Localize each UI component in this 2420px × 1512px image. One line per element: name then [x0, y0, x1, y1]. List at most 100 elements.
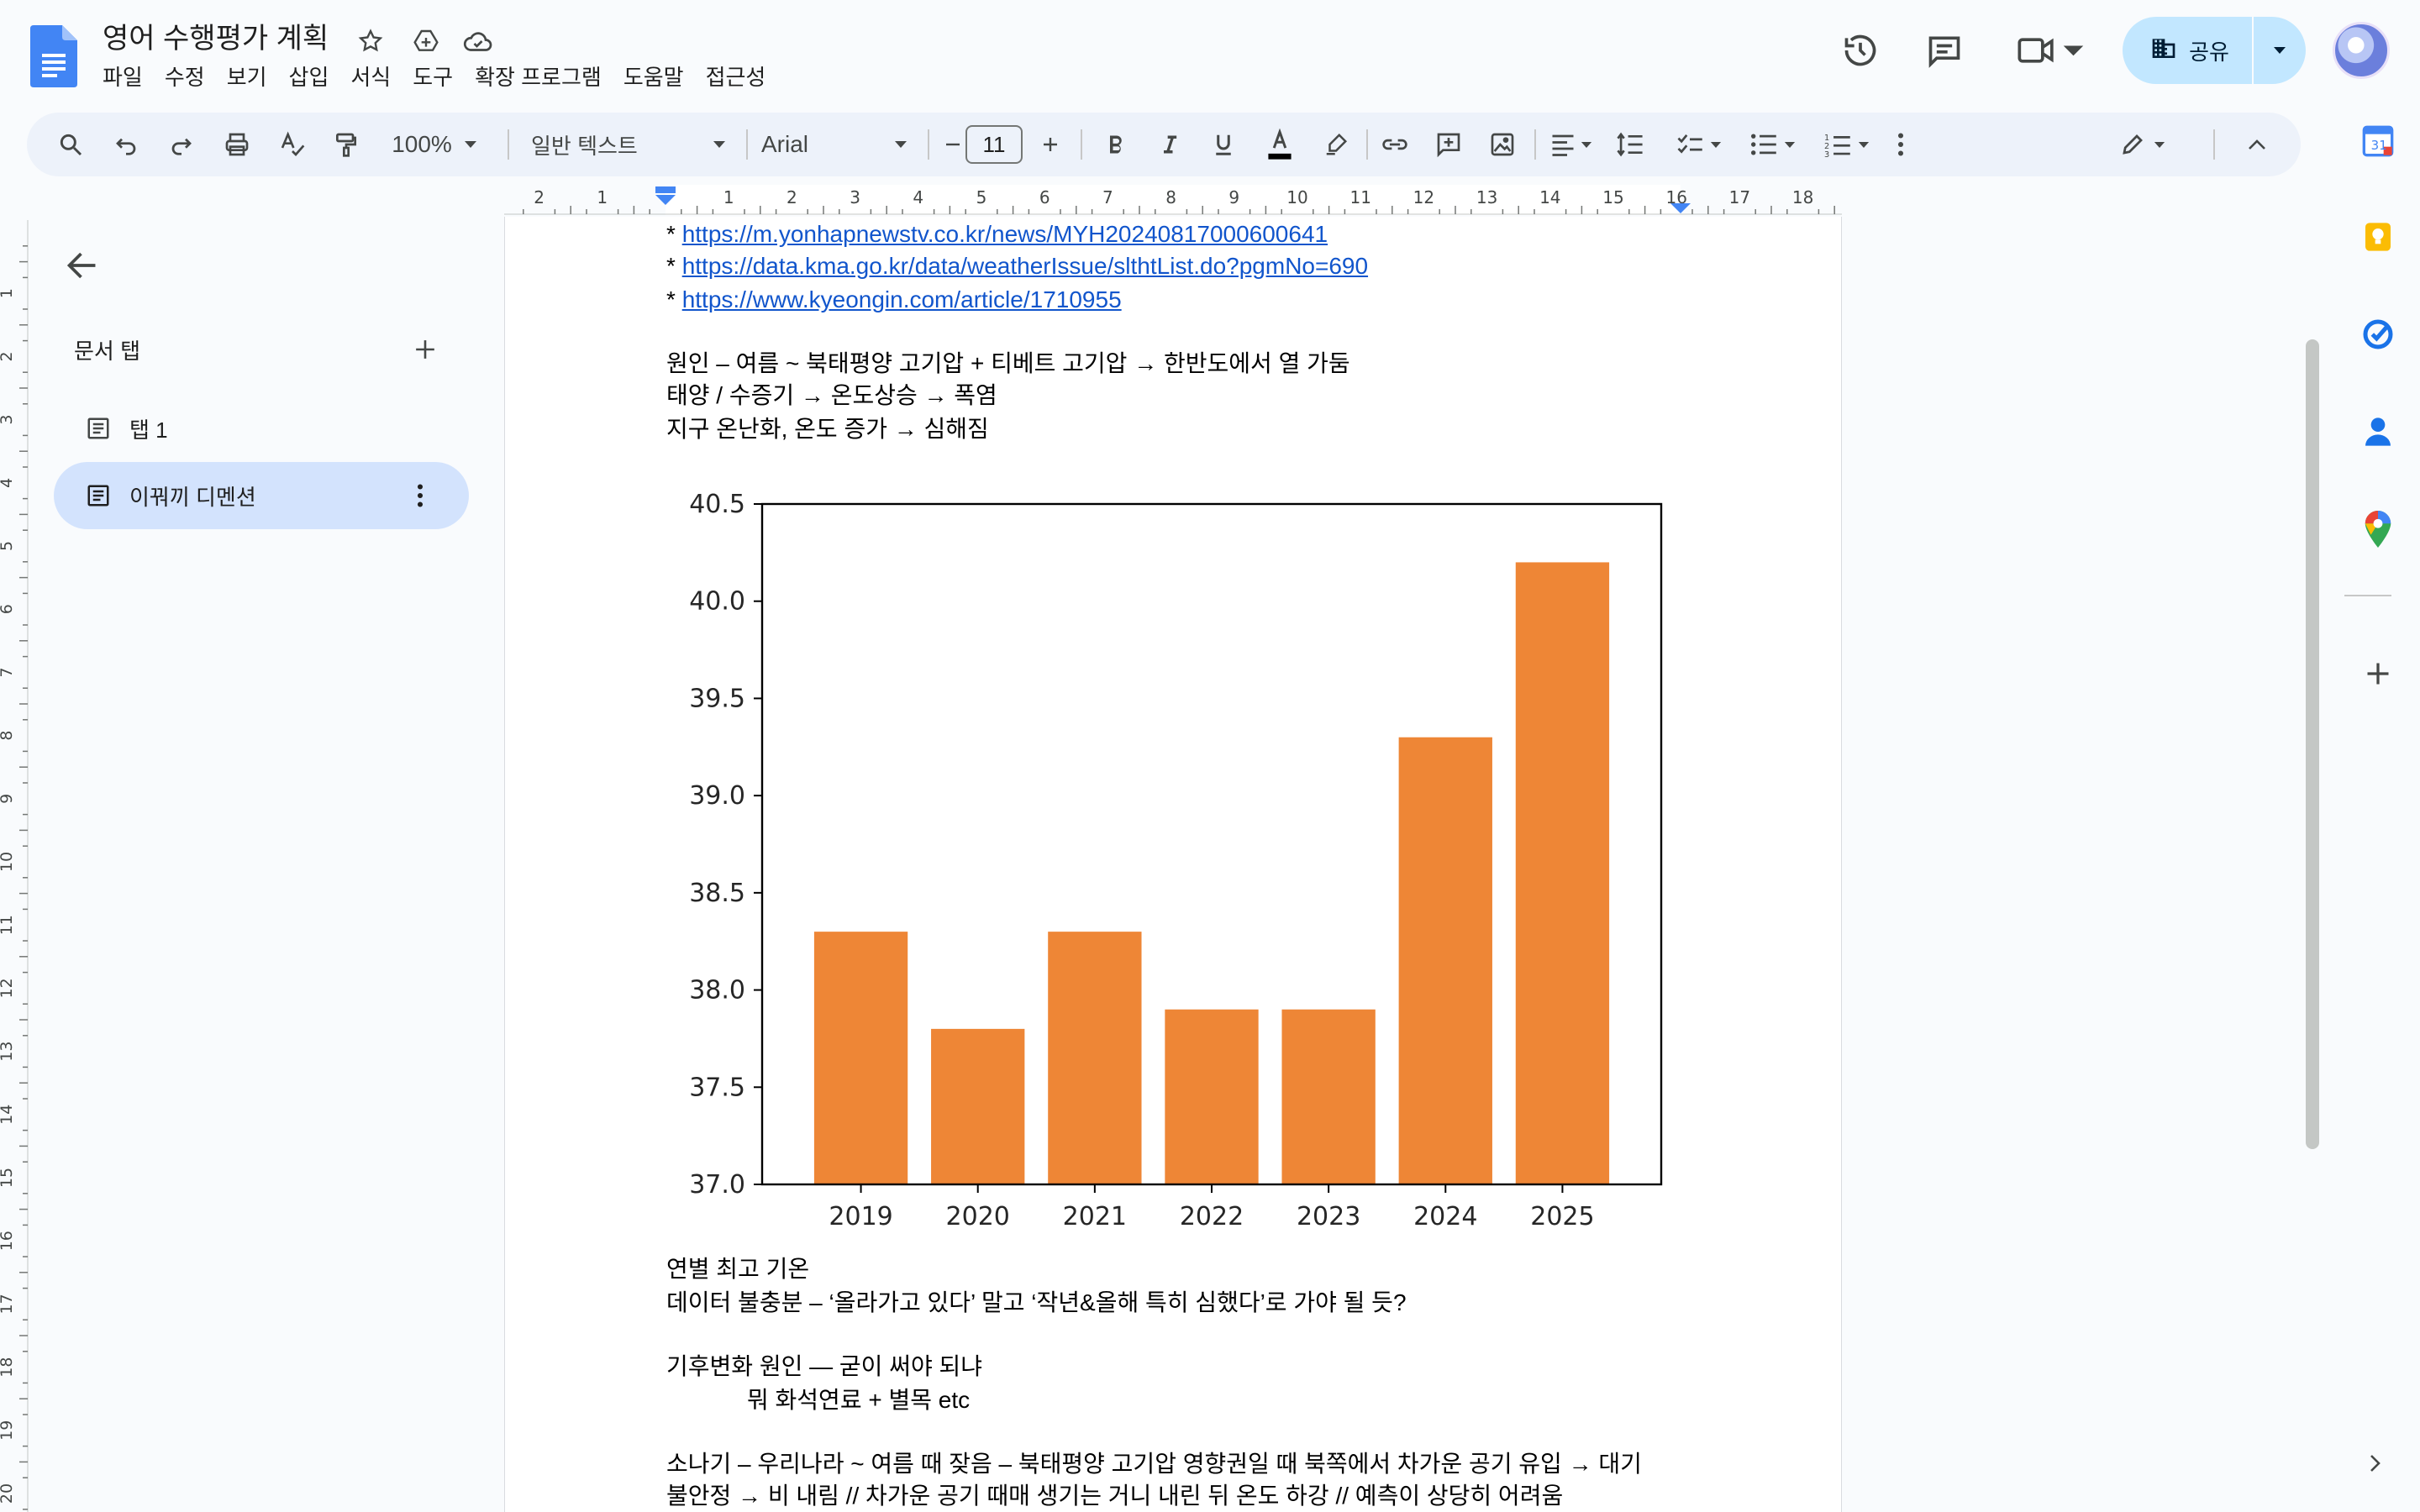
menu-accessibility[interactable]: 접근성 — [705, 65, 766, 90]
horizontal-ruler[interactable]: 2 1 1 2 3 4 5 6 7 8 9 10 11 12 13 14 15 16 17 18 — [504, 185, 1842, 215]
menu-view[interactable]: 보기 — [226, 65, 267, 90]
bar-2022 — [1165, 1009, 1259, 1184]
ruler-label: 4 — [913, 187, 923, 207]
menu-edit[interactable]: 수정 — [164, 65, 205, 90]
toolbar: 100% 일반 텍스트 Arial 11 — [27, 113, 2301, 176]
font-size-input[interactable]: 11 — [965, 125, 1023, 164]
calendar-icon[interactable]: 31 — [2354, 118, 2402, 165]
source-link[interactable]: https://www.kyeongin.com/article/1710955 — [681, 286, 1122, 312]
checklist-select[interactable] — [1669, 124, 1729, 165]
underline-icon[interactable] — [1205, 124, 1242, 165]
share-label: 공유 — [2189, 39, 2229, 65]
document-page[interactable]: * https://m.yonhapnewstv.co.kr/news/MYH2… — [504, 217, 1842, 1512]
share-options-dropdown[interactable] — [2252, 17, 2306, 84]
document-title[interactable]: 영어 수행평가 계획 — [103, 23, 329, 55]
add-addon-icon[interactable] — [2354, 650, 2402, 697]
menu-tools[interactable]: 도구 — [413, 65, 454, 90]
docs-logo-icon[interactable] — [30, 25, 77, 87]
add-tab-icon[interactable] — [408, 333, 442, 366]
bulleted-list-select[interactable] — [1743, 124, 1803, 165]
increase-font-size-icon[interactable] — [1032, 124, 1069, 165]
y-tick-label: 38.0 — [689, 976, 745, 1005]
first-line-indent-marker — [655, 186, 676, 193]
sidebar-tab-2-selected[interactable]: 이꿔끼 디멘션 — [54, 462, 469, 529]
ruler-label: 4 — [0, 478, 16, 488]
highlight-color-icon[interactable] — [1316, 124, 1356, 165]
ruler-label: 2 — [786, 187, 797, 207]
menu-file[interactable]: 파일 — [103, 65, 143, 90]
tab-options-more-icon[interactable] — [405, 480, 435, 511]
cause-line: 태양 / 수증기 → 온도상승 → 폭염 — [666, 382, 997, 408]
paint-format-icon[interactable] — [326, 124, 366, 165]
temperature-bar-chart[interactable]: 37.0 37.5 38.0 38.5 39.0 39.5 40.0 40.5 2019 2020… — [666, 487, 1681, 1247]
ruler-label: 18 — [0, 1357, 16, 1378]
align-select[interactable] — [1544, 124, 1598, 165]
decrease-font-size-icon[interactable] — [934, 124, 971, 165]
document-tabs-heading: 문서 탭 — [74, 339, 140, 364]
search-menus-icon[interactable] — [50, 124, 91, 165]
font-family-value: Arial — [761, 131, 809, 157]
comments-icon[interactable] — [1919, 25, 1970, 76]
spellcheck-icon[interactable] — [272, 124, 313, 165]
undo-icon[interactable] — [106, 124, 146, 165]
text-color-icon[interactable] — [1259, 124, 1301, 165]
close-tabs-panel-arrow-icon[interactable] — [60, 244, 104, 287]
side-panel-expand-chevron-icon[interactable] — [2358, 1446, 2391, 1480]
vertical-scrollbar-thumb[interactable] — [2306, 339, 2319, 1149]
tasks-icon[interactable] — [2354, 311, 2402, 358]
chevron-down-icon — [1710, 141, 1722, 148]
ruler-label: 17 — [1729, 187, 1750, 207]
meet-icon[interactable] — [2008, 25, 2092, 76]
ruler-label: 13 — [1476, 187, 1497, 207]
insert-image-icon[interactable] — [1482, 124, 1523, 165]
zoom-select[interactable]: 100% — [380, 124, 489, 165]
sidebar-tab-1[interactable]: 탭 1 — [54, 395, 469, 462]
contacts-icon[interactable] — [2354, 408, 2402, 455]
ruler-label: 10 — [0, 852, 16, 872]
menu-insert[interactable]: 삽입 — [288, 65, 329, 90]
more-options-icon[interactable] — [1887, 124, 1914, 165]
menu-help[interactable]: 도움말 — [623, 65, 684, 90]
source-link[interactable]: https://m.yonhapnewstv.co.kr/news/MYH202… — [681, 221, 1328, 247]
x-tick-label: 2020 — [946, 1202, 1010, 1231]
y-tick-label: 37.0 — [689, 1170, 745, 1200]
keep-icon[interactable] — [2354, 213, 2402, 260]
add-comment-icon[interactable] — [1428, 124, 1469, 165]
ruler-label: 15 — [1602, 187, 1623, 207]
star-icon[interactable] — [351, 22, 390, 60]
chevron-down-icon — [1858, 141, 1870, 148]
maps-icon[interactable] — [2354, 506, 2402, 553]
avatar[interactable] — [2333, 22, 2390, 79]
chevron-down-icon — [895, 141, 907, 148]
redo-icon[interactable] — [161, 124, 202, 165]
right-indent-marker — [1670, 203, 1691, 213]
source-link[interactable]: https://data.kma.go.kr/data/weatherIssue… — [681, 253, 1369, 279]
print-icon[interactable] — [217, 124, 257, 165]
chevron-down-icon — [1784, 141, 1796, 148]
cloud-saved-icon[interactable] — [459, 22, 497, 60]
bar-2021 — [1048, 932, 1142, 1184]
chart-caption-line: 연별 최고 기온 — [666, 1256, 810, 1282]
version-history-icon[interactable] — [1835, 25, 1886, 76]
move-to-drive-icon[interactable] — [407, 22, 445, 60]
share-button[interactable]: 공유 — [2123, 17, 2257, 84]
line-spacing-icon[interactable] — [1610, 124, 1650, 165]
pencil-icon — [2123, 134, 2143, 155]
hide-menus-chevron-up-icon[interactable] — [2237, 124, 2277, 165]
ruler-label: 17 — [0, 1294, 16, 1314]
menu-format[interactable]: 서식 — [350, 65, 392, 90]
font-family-select[interactable]: Arial — [751, 124, 918, 165]
paragraph-style-select[interactable]: 일반 텍스트 — [528, 124, 729, 165]
editing-mode-select[interactable] — [2109, 124, 2176, 165]
bar-2023 — [1281, 1009, 1376, 1184]
ruler-label: 1 — [597, 187, 608, 207]
left-indent-marker — [655, 195, 676, 205]
vertical-ruler[interactable]: 1234567891011121314151617181920 — [0, 220, 29, 1512]
chevron-down-icon — [2154, 141, 2165, 148]
bold-icon[interactable] — [1097, 124, 1134, 165]
menu-extensions[interactable]: 확장 프로그램 — [475, 65, 602, 90]
y-tick-label: 37.5 — [689, 1073, 745, 1102]
italic-icon[interactable] — [1151, 124, 1188, 165]
insert-link-icon[interactable] — [1375, 124, 1415, 165]
